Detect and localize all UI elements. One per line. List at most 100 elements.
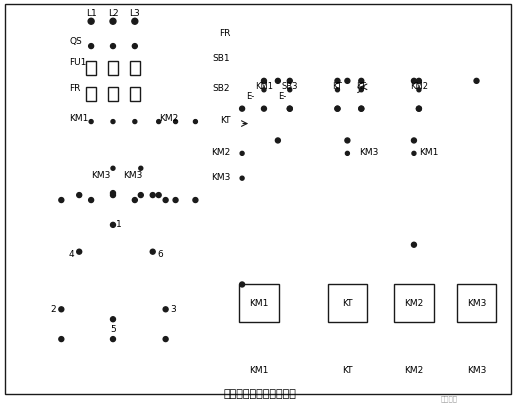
Circle shape [416, 106, 422, 111]
Circle shape [110, 337, 116, 342]
Circle shape [239, 106, 245, 111]
Circle shape [110, 192, 116, 198]
Circle shape [262, 78, 266, 83]
Text: KM1: KM1 [249, 366, 269, 375]
Text: 双速电动机调速控制线路: 双速电动机调速控制线路 [223, 389, 296, 399]
Text: KT: KT [220, 116, 230, 125]
Circle shape [288, 88, 292, 92]
Circle shape [59, 307, 64, 312]
Text: KM2: KM2 [405, 299, 424, 308]
Circle shape [89, 44, 93, 49]
Circle shape [59, 337, 64, 342]
Circle shape [335, 88, 340, 92]
Circle shape [132, 44, 137, 49]
Text: KM1: KM1 [255, 82, 273, 91]
Text: SB1: SB1 [213, 54, 230, 63]
Circle shape [359, 88, 363, 92]
Text: FR: FR [69, 84, 80, 93]
Text: FR: FR [219, 29, 230, 37]
Circle shape [163, 337, 168, 342]
Circle shape [416, 106, 422, 111]
Circle shape [240, 176, 244, 180]
Circle shape [138, 192, 143, 198]
Circle shape [139, 166, 143, 170]
Text: L1: L1 [86, 9, 96, 18]
Circle shape [150, 192, 155, 198]
Circle shape [240, 151, 244, 155]
Text: KM2: KM2 [405, 366, 424, 375]
Circle shape [412, 151, 416, 155]
Text: SB2: SB2 [213, 84, 230, 93]
Text: KM2: KM2 [211, 148, 230, 157]
Text: KT: KT [342, 299, 352, 308]
Text: 1: 1 [116, 220, 122, 229]
Circle shape [163, 198, 168, 203]
Circle shape [345, 151, 349, 155]
Circle shape [411, 138, 416, 143]
Circle shape [287, 106, 292, 111]
Text: 6: 6 [158, 250, 164, 259]
Text: KM1: KM1 [249, 299, 269, 308]
Text: KM2: KM2 [159, 114, 178, 123]
Bar [86, 87, 96, 101]
Bar [86, 61, 96, 75]
Circle shape [335, 106, 340, 111]
Circle shape [474, 78, 479, 83]
Bar [108, 87, 118, 101]
Circle shape [335, 106, 340, 111]
Text: KM3: KM3 [123, 171, 142, 180]
Bar [328, 284, 367, 322]
Circle shape [77, 192, 82, 198]
Circle shape [345, 138, 350, 143]
Text: KM3: KM3 [359, 148, 379, 157]
Circle shape [133, 119, 137, 124]
Circle shape [173, 198, 178, 203]
Text: FU1: FU1 [69, 59, 87, 68]
Bar [457, 284, 496, 322]
Circle shape [59, 198, 64, 203]
Circle shape [287, 106, 292, 111]
Text: KM3: KM3 [91, 171, 110, 180]
Text: KM3: KM3 [467, 366, 486, 375]
Text: 电工技术: 电工技术 [440, 396, 457, 402]
Circle shape [345, 78, 350, 83]
Circle shape [416, 78, 422, 83]
Circle shape [287, 78, 292, 83]
Text: KM3: KM3 [467, 299, 486, 308]
Circle shape [359, 78, 364, 83]
Bar [108, 61, 118, 75]
Circle shape [111, 119, 115, 124]
Text: KM1: KM1 [69, 114, 89, 123]
Bar [130, 61, 140, 75]
Circle shape [157, 119, 160, 124]
Circle shape [110, 191, 116, 196]
Circle shape [173, 119, 178, 124]
Circle shape [132, 18, 138, 24]
Circle shape [417, 88, 421, 92]
Text: E-: E- [246, 92, 254, 101]
Text: 5: 5 [110, 325, 116, 334]
Circle shape [110, 44, 116, 49]
Circle shape [239, 282, 245, 287]
Circle shape [89, 198, 93, 203]
Circle shape [110, 222, 116, 227]
Circle shape [411, 78, 416, 83]
Text: L3: L3 [130, 9, 140, 18]
Bar [239, 284, 279, 322]
Bar [130, 87, 140, 101]
Circle shape [262, 106, 266, 111]
Text: QS: QS [69, 37, 82, 46]
Text: E-: E- [278, 92, 286, 101]
Circle shape [193, 198, 198, 203]
Circle shape [276, 138, 280, 143]
Text: KT: KT [357, 82, 366, 91]
Text: 2: 2 [51, 305, 56, 314]
Circle shape [77, 249, 82, 254]
Circle shape [156, 192, 161, 198]
Text: 4: 4 [69, 250, 74, 259]
Circle shape [262, 88, 266, 92]
Circle shape [276, 78, 280, 83]
Text: KM2: KM2 [410, 82, 428, 91]
Text: SB3: SB3 [282, 82, 298, 91]
Circle shape [150, 249, 155, 254]
